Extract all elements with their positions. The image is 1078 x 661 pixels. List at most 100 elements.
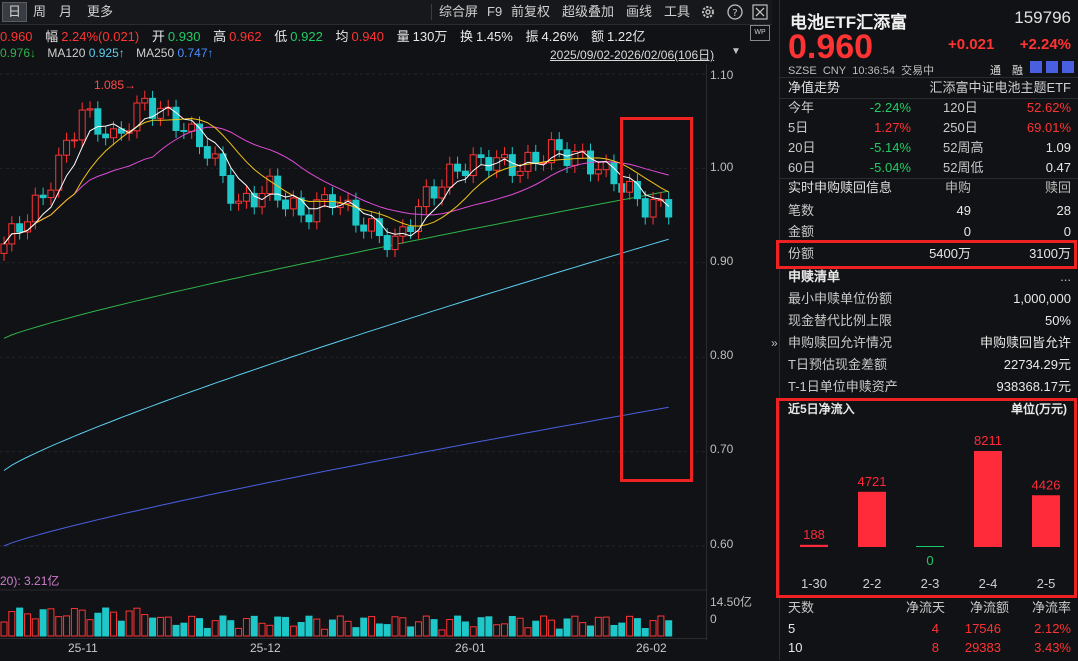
volume-bar bbox=[0, 621, 8, 637]
volume-bar bbox=[407, 626, 415, 637]
forward-adjust-button[interactable]: 前复权 bbox=[511, 4, 551, 19]
y-axis-line bbox=[706, 64, 707, 640]
volume-bar bbox=[563, 618, 571, 637]
stats-net-rate: 3.43% bbox=[1034, 640, 1071, 655]
nav-value: -2.24% bbox=[869, 100, 911, 115]
list-label: 现金替代比例上限 bbox=[788, 313, 893, 328]
volume-bar bbox=[31, 618, 39, 637]
kline-chart[interactable] bbox=[0, 64, 706, 654]
volume-bar bbox=[352, 627, 360, 637]
right-info-panel: 电池ETF汇添富 159796 0.960 +0.021 +2.24% SZSE… bbox=[776, 0, 1078, 660]
flow-category-label: 1-30 bbox=[801, 576, 827, 591]
flow-value-label: 0 bbox=[926, 553, 933, 568]
candle-body bbox=[555, 139, 563, 151]
help-icon[interactable]: ? bbox=[727, 4, 743, 20]
collapse-panel-icon[interactable]: » bbox=[771, 336, 778, 350]
net-inflow-chart: 188 1-30 4721 2-2 0 2-3 8211 2-4 4426 2-5 bbox=[800, 433, 1061, 591]
tab-month[interactable]: 月 bbox=[59, 4, 73, 19]
flow-value-label: 8211 bbox=[974, 433, 1002, 448]
volume-bar bbox=[203, 627, 211, 637]
x-tick: 25-12 bbox=[250, 641, 281, 655]
settings-gear-icon[interactable] bbox=[700, 4, 716, 20]
volume-bar bbox=[8, 611, 16, 637]
stats-row: 5 4 17546 2.12% bbox=[788, 619, 1071, 639]
header-change: +0.021 bbox=[948, 36, 995, 53]
divider bbox=[780, 178, 1078, 179]
candle-body bbox=[227, 175, 235, 204]
candle-body bbox=[563, 149, 571, 166]
candle-body bbox=[242, 192, 250, 202]
toolbar-divider bbox=[431, 4, 432, 20]
range-dropdown-icon[interactable]: ▼ bbox=[731, 46, 741, 57]
flow-value-label: 4426 bbox=[1032, 477, 1061, 492]
volume-bar bbox=[328, 619, 336, 637]
avg-label: 均 bbox=[335, 29, 349, 44]
subscribe-column: 申购 bbox=[944, 180, 971, 195]
candle-body bbox=[477, 154, 485, 159]
candle-body bbox=[250, 192, 258, 208]
candle-body bbox=[289, 197, 297, 210]
volume-bar bbox=[626, 615, 634, 637]
quote-time: 10:36:54 bbox=[852, 65, 896, 77]
list-label: 申购赎回允许情况 bbox=[788, 335, 893, 350]
wp-icon[interactable]: WP bbox=[750, 25, 770, 41]
tab-day[interactable]: 日 bbox=[2, 2, 28, 22]
close-icon[interactable] bbox=[752, 4, 768, 20]
volume-bar bbox=[594, 616, 602, 637]
tools-button[interactable]: 工具 bbox=[664, 4, 691, 19]
candle-body bbox=[407, 226, 415, 233]
candle-body bbox=[430, 186, 438, 199]
stats-row: 10 8 29383 3.43% bbox=[788, 638, 1071, 658]
date-range[interactable]: 2025/09/02-2026/02/06(106日) bbox=[550, 48, 715, 62]
nav-label: 120日 bbox=[943, 100, 978, 115]
candle-body bbox=[86, 108, 94, 111]
candle-body bbox=[63, 139, 71, 156]
volume-bar bbox=[391, 616, 399, 637]
volume-bar bbox=[555, 628, 563, 637]
candle-body bbox=[94, 108, 102, 135]
volume-bar bbox=[524, 627, 532, 637]
more-button[interactable]: ... bbox=[1060, 269, 1071, 284]
fund-name: 电池ETF汇添富 bbox=[790, 13, 908, 32]
creation-row-shares: 份额 5400万 3100万 bbox=[788, 244, 1071, 264]
ma120-value: 0.925 bbox=[88, 46, 119, 60]
flow-bar bbox=[974, 451, 1002, 547]
x-tick: 26-01 bbox=[455, 641, 486, 655]
nav-fund-name: 汇添富中证电池主题ETF bbox=[929, 80, 1071, 95]
header-price: 0.960 bbox=[788, 28, 874, 66]
volume-bar bbox=[305, 615, 313, 637]
volume-ma-label: 20): 3.21亿 bbox=[0, 574, 60, 588]
candle-body bbox=[16, 223, 24, 233]
volume-bar bbox=[196, 618, 203, 637]
nav-label: 52周低 bbox=[943, 160, 984, 175]
nav-label: 60日 bbox=[788, 160, 816, 175]
candle-body bbox=[438, 186, 446, 199]
volume-label: 量 bbox=[396, 29, 410, 44]
candle-body bbox=[78, 109, 86, 141]
tab-week[interactable]: 周 bbox=[33, 4, 47, 19]
candle-body bbox=[196, 123, 203, 148]
creation-row: 笔数 49 28 bbox=[788, 201, 1071, 221]
f9-button[interactable]: F9 bbox=[487, 4, 503, 19]
draw-line-button[interactable]: 画线 bbox=[626, 4, 653, 19]
super-overlay-button[interactable]: 超级叠加 bbox=[562, 4, 615, 19]
creation-row: 金额 0 0 bbox=[788, 222, 1071, 242]
stats-col: 净流额 bbox=[970, 600, 1010, 615]
candle-body bbox=[399, 226, 407, 237]
nav-row: 20日 -5.14% 52周高 1.09 bbox=[788, 138, 1071, 158]
volume-bar bbox=[360, 617, 368, 637]
currency: CNY bbox=[822, 65, 847, 77]
nav-value: 52.62% bbox=[1026, 100, 1071, 115]
tab-more[interactable]: 更多 bbox=[87, 4, 114, 19]
list-value: 938368.17元 bbox=[996, 379, 1071, 394]
candle-body bbox=[180, 129, 188, 132]
volume-bar bbox=[188, 615, 196, 637]
volume-bar bbox=[500, 623, 508, 637]
nav-label: 52周高 bbox=[943, 140, 984, 155]
candle-body bbox=[266, 175, 274, 194]
connect-tag: 通 bbox=[990, 65, 1001, 77]
volume-bar bbox=[641, 628, 649, 637]
volume-bar bbox=[665, 620, 673, 637]
candle-body bbox=[540, 162, 548, 165]
composite-screen-button[interactable]: 综合屏 bbox=[439, 4, 479, 19]
